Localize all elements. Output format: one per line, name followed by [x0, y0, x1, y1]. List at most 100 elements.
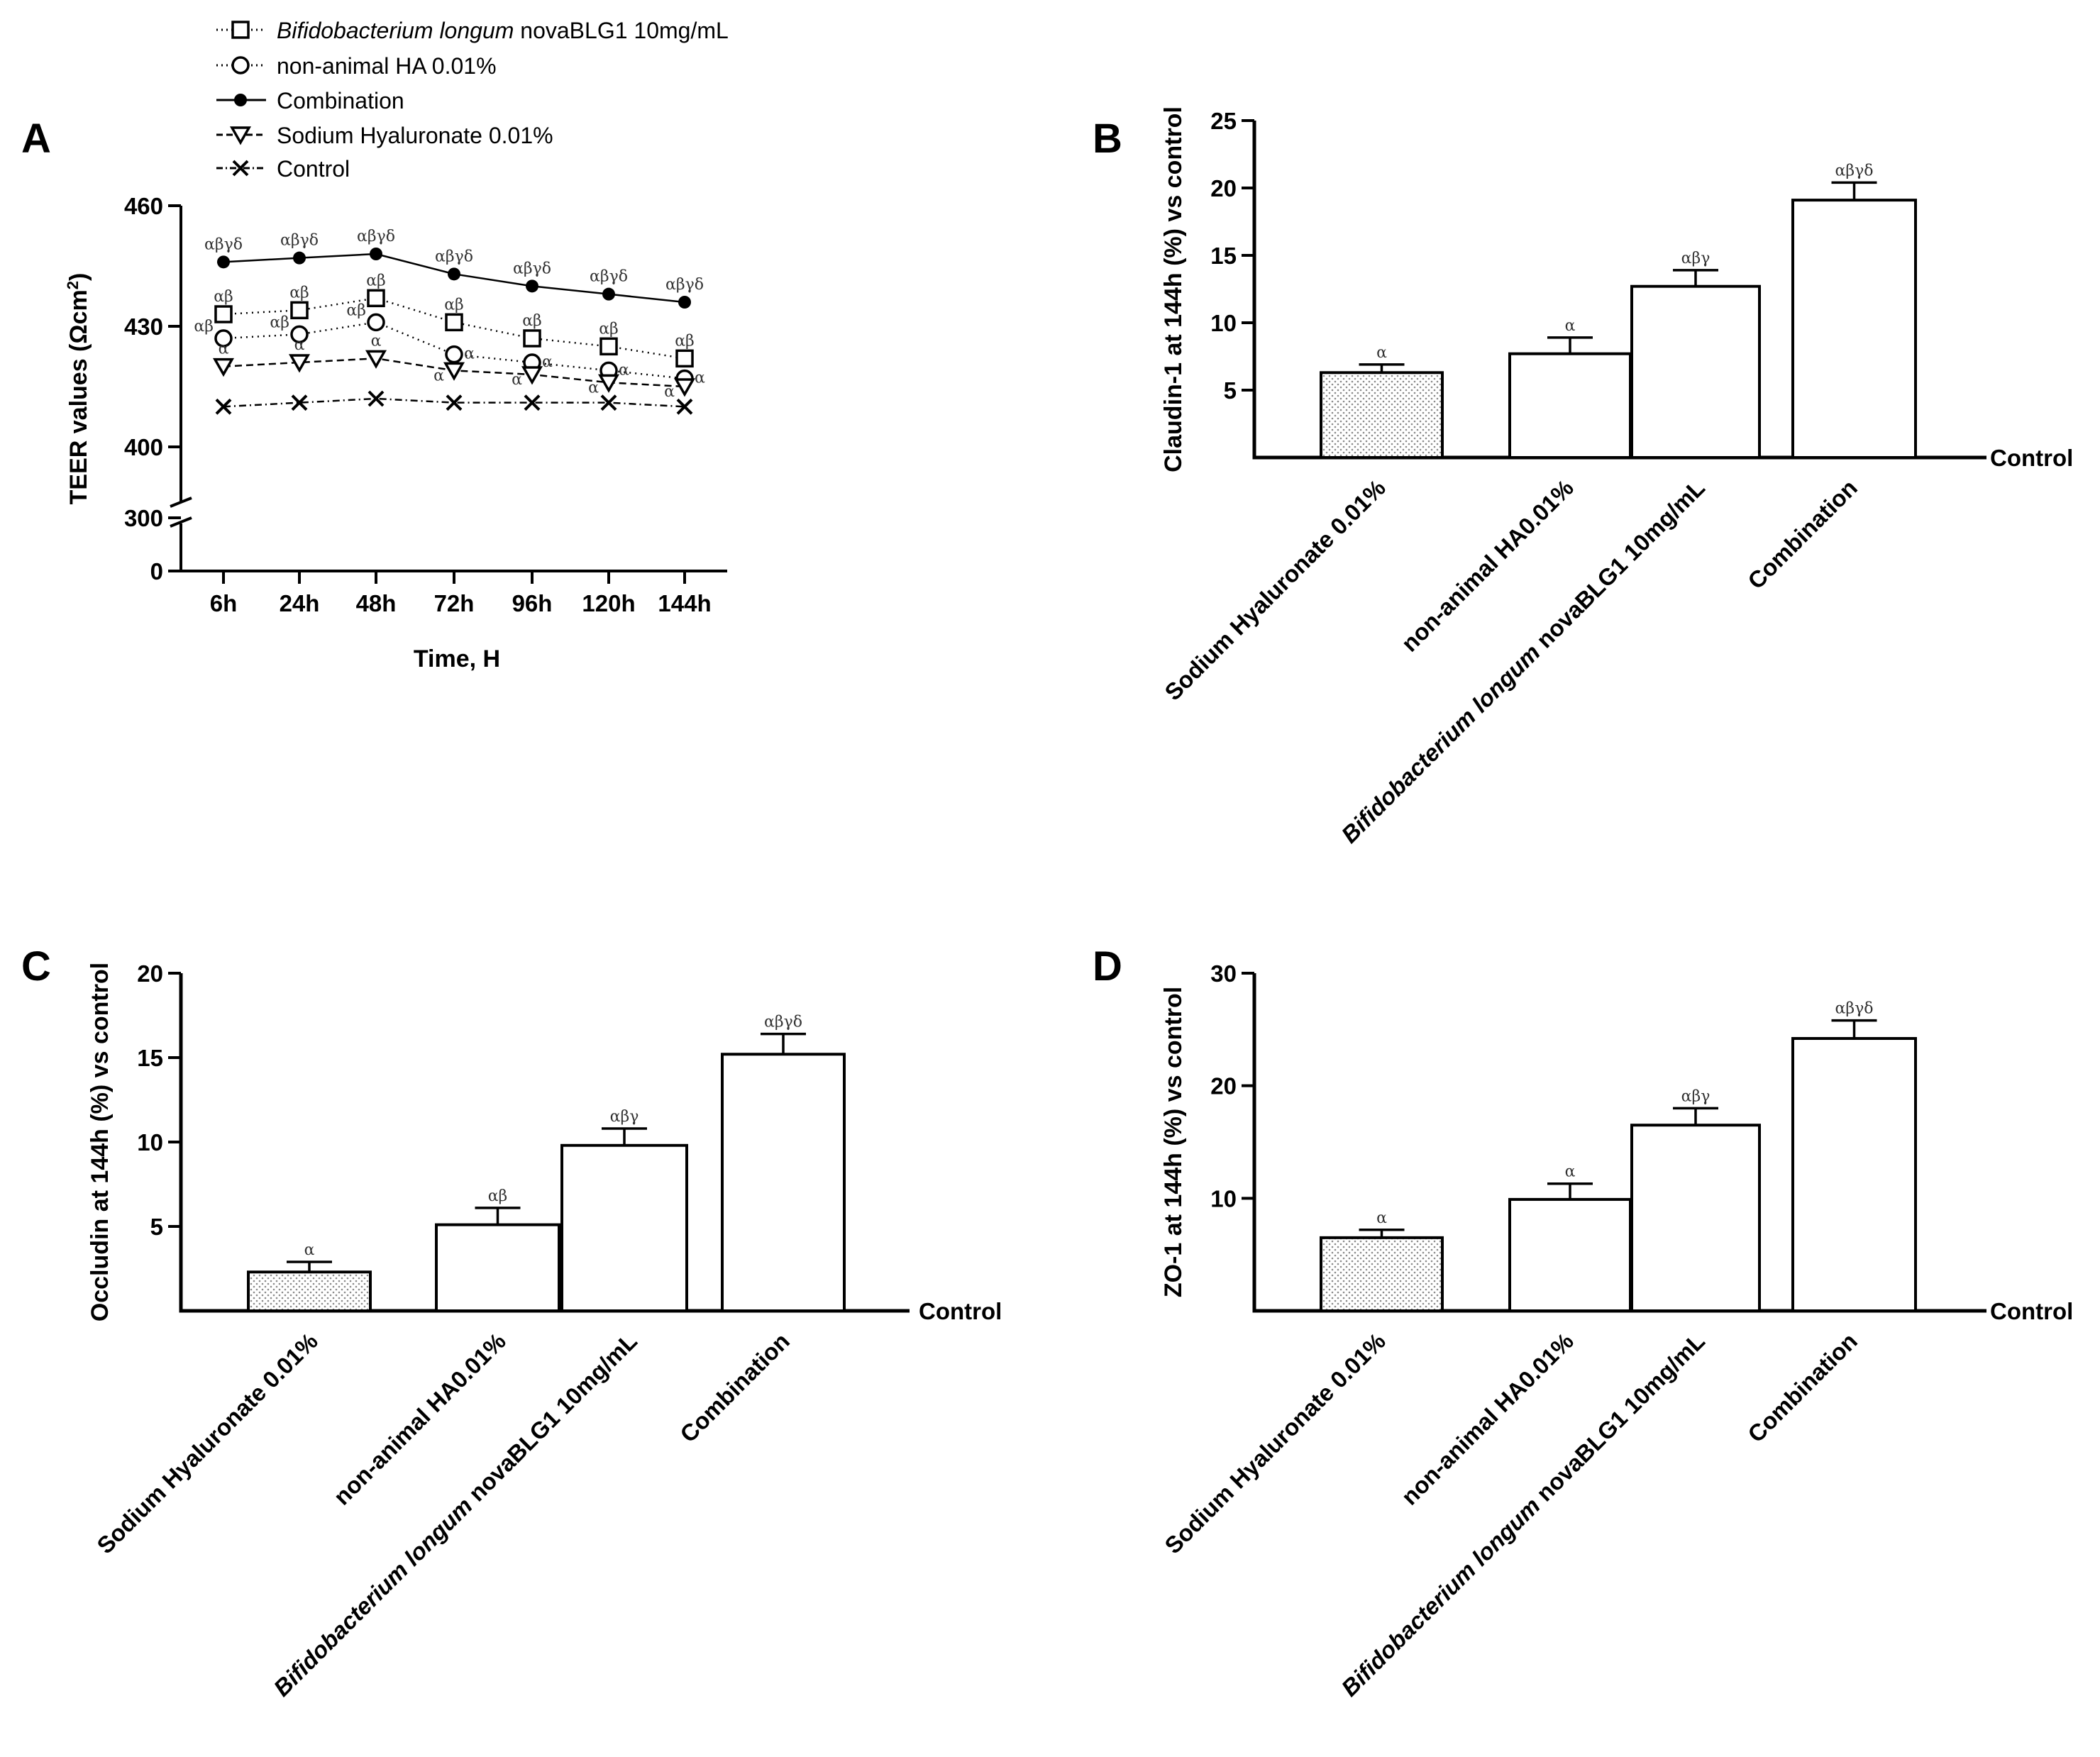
legend-item-control: Control: [216, 156, 350, 182]
c-error-bar: [761, 1032, 806, 1055]
b-error-bar: [1831, 181, 1877, 201]
d-bar: [1630, 1124, 1761, 1312]
c-significance-label: αβγ: [610, 1108, 639, 1126]
panel-a-xticks: 6h 24h 48h 72h 96h 120h 144h: [210, 571, 712, 616]
d-error-bar: [1547, 1182, 1593, 1199]
a-data-point: [675, 349, 694, 368]
legend-label-nonanimal: non-animal HA 0.01%: [277, 53, 497, 79]
b-bar: [1320, 371, 1444, 459]
a-significance-label: α: [219, 340, 229, 358]
panel-b-xticks: Sodium Hyaluronate 0.01% non-animal HA0.…: [1159, 475, 1862, 848]
a-significance-label: α: [695, 370, 705, 387]
b-error-bar: [1547, 336, 1593, 354]
a-significance-label: α: [512, 371, 522, 389]
d-ytick-label: 10: [1210, 1185, 1237, 1212]
legend-item-bifido: Bifidobacterium longum novaBLG1 10mg/mL: [216, 18, 729, 43]
a-xtick-label: 48h: [356, 590, 397, 616]
b-ytick-label: 15: [1210, 243, 1237, 269]
panel-c: C 5 10 15 20 Control Occludin at 144h (%) v…: [21, 943, 1002, 1701]
a-data-point: [445, 345, 463, 364]
d-bar: [1320, 1236, 1444, 1313]
d-bar: [1508, 1197, 1632, 1313]
b-bar: [1791, 199, 1917, 459]
a-data-point: [367, 313, 385, 332]
panel-b-bars: α α αβγ αβγδ: [1320, 162, 1917, 460]
legend-label-control: Control: [277, 156, 350, 182]
panel-a: A Bifidobacterium longum novaBLG1 10mg/m…: [21, 18, 729, 672]
c-bar: [247, 1270, 372, 1313]
a-significance-label: αβγδ: [357, 228, 395, 245]
a-data-point: [290, 301, 309, 320]
a-ytick-label: 0: [150, 558, 163, 584]
d-control-label: Control: [1990, 1298, 2073, 1324]
a-significance-label: αβ: [214, 288, 233, 306]
c-error-bar: [475, 1207, 521, 1225]
a-data-point: [676, 398, 693, 415]
a-significance-label: αβ: [270, 314, 289, 331]
a-data-point: [599, 337, 618, 356]
d-significance-label: αβγδ: [1835, 1000, 1874, 1018]
a-significance-label: αβγδ: [280, 232, 319, 250]
a-data-point: [597, 374, 620, 393]
a-data-point: [600, 394, 617, 411]
a-data-point: [678, 296, 691, 309]
b-ylabel: Claudin-1 at 144h (%) vs control: [1160, 106, 1187, 472]
a-data-point: [445, 313, 463, 332]
c-xtick-sodium: Sodium Hyaluronate 0.01%: [92, 1328, 323, 1559]
panel-c-bars: α αβ αβγ αβγδ: [247, 1014, 846, 1313]
a-significance-label: α: [619, 361, 629, 379]
a-significance-label: αβγδ: [665, 276, 704, 294]
c-ytick-label: 15: [137, 1045, 163, 1071]
panel-b: B 5 10 15 20 25 Control Claudin-1 at 144h (%…: [1093, 106, 2073, 848]
b-xtick-sodium: Sodium Hyaluronate 0.01%: [1159, 475, 1391, 706]
a-data-point: [370, 248, 382, 260]
a-data-point: [523, 329, 541, 348]
c-xtick-combination: Combination: [675, 1328, 795, 1448]
a-data-point: [602, 287, 615, 301]
c-bar: [435, 1223, 560, 1312]
a-data-point: [293, 251, 306, 265]
panel-d: D 10 20 30 Control ZO-1 at 144h (%) vs con…: [1093, 943, 2073, 1701]
b-xtick-combination: Combination: [1742, 475, 1862, 594]
panel-d-yticks: 10 20 30: [1210, 960, 1254, 1212]
b-significance-label: α: [1565, 317, 1576, 335]
a-xtick-label: 24h: [280, 590, 320, 616]
c-ylabel: Occludin at 144h (%) vs control: [87, 963, 114, 1321]
a-data-point: [446, 394, 463, 411]
d-ytick-label: 30: [1210, 960, 1237, 987]
panel-a-axes: 460 430 400 300 0 6h 24h 48h 72h 96h 120h 144h…: [64, 193, 727, 672]
a-ylabel: TEER values (Ωcm2): [64, 273, 93, 505]
b-control-label: Control: [1990, 445, 2073, 471]
d-ylabel: ZO-1 at 144h (%) vs control: [1160, 987, 1187, 1297]
a-data-point: [368, 390, 385, 407]
panel-a-label: A: [21, 116, 51, 162]
b-significance-label: αβγδ: [1835, 162, 1874, 179]
a-significance-label: αβ: [289, 284, 309, 301]
a-significance-label: αβγδ: [435, 248, 473, 265]
a-ytick-label: 430: [124, 314, 163, 340]
a-data-point: [214, 305, 233, 323]
c-ytick-label: 5: [150, 1214, 163, 1240]
a-significance-label: α: [664, 383, 675, 401]
d-bar: [1791, 1037, 1917, 1312]
a-data-point: [215, 398, 232, 415]
a-data-point: [367, 289, 385, 308]
a-data-point: [448, 267, 460, 281]
a-significance-label: αβ: [444, 296, 464, 314]
legend-item-nonanimal: non-animal HA 0.01%: [216, 53, 497, 79]
panel-d-xticks: Sodium Hyaluronate 0.01% non-animal HA0.…: [1159, 1328, 1862, 1702]
a-significance-label: α: [588, 379, 599, 397]
c-significance-label: α: [304, 1241, 315, 1259]
b-significance-label: α: [1376, 344, 1387, 362]
a-significance-label: αβγδ: [513, 260, 551, 277]
b-bar: [1508, 352, 1632, 460]
b-error-bar: [1359, 363, 1405, 373]
a-significance-label: αβ: [522, 312, 542, 330]
d-significance-label: α: [1565, 1163, 1576, 1181]
a-ytick-label: 400: [124, 434, 163, 460]
a-ytick-label: 300: [124, 505, 163, 531]
a-data-point: [288, 354, 311, 373]
c-significance-label: αβ: [488, 1187, 508, 1205]
a-data-point: [291, 394, 308, 411]
